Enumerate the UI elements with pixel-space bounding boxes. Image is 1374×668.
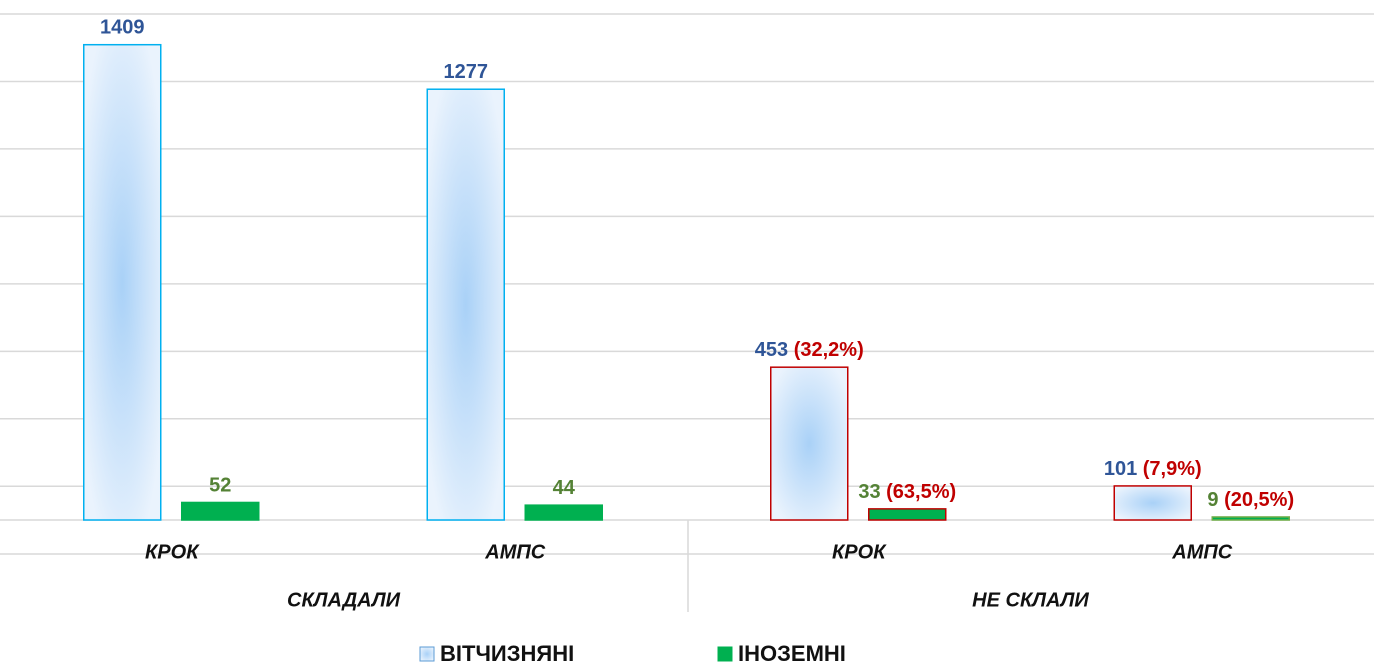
- x-tick-label: КРОК: [145, 541, 200, 563]
- bar: [426, 88, 505, 521]
- legend-label: ВІТЧИЗНЯНІ: [440, 641, 574, 666]
- value-label: 101: [1104, 458, 1137, 480]
- x-tick-label: КРОК: [832, 541, 887, 563]
- share-label: (7,9%): [1137, 458, 1201, 480]
- share-label: (20,5%): [1219, 489, 1295, 511]
- bar: [868, 508, 947, 521]
- data-label: 1277: [444, 62, 489, 84]
- share-label: (32,2%): [788, 339, 864, 361]
- x-tick-label: АМПС: [1171, 541, 1232, 563]
- bar: [83, 43, 162, 521]
- data-label: 101 (7,9%): [1104, 458, 1202, 480]
- legend-label: ІНОЗЕМНІ: [738, 641, 846, 666]
- group-label: СКЛАДАЛИ: [287, 589, 401, 611]
- share-label: (63,5%): [881, 481, 957, 503]
- data-label: 52: [209, 475, 231, 497]
- x-tick-label: АМПС: [484, 541, 545, 563]
- bar: [181, 501, 260, 521]
- value-label: 33: [858, 481, 880, 503]
- bar: [770, 366, 849, 521]
- legend-swatch: [419, 646, 435, 662]
- data-label: 9 (20,5%): [1207, 489, 1294, 511]
- value-label: 44: [553, 477, 576, 499]
- value-label: 1277: [444, 62, 489, 84]
- value-label: 453: [755, 339, 788, 361]
- value-label: 9: [1207, 489, 1218, 511]
- data-label: 44: [553, 477, 576, 499]
- group-label: НЕ СКЛАЛИ: [972, 589, 1089, 611]
- data-label: 1409: [100, 17, 145, 39]
- bar: [1113, 485, 1192, 521]
- bar: [1211, 516, 1290, 521]
- legend-swatch: [717, 646, 733, 662]
- value-label: 1409: [100, 17, 145, 39]
- bar: [524, 504, 603, 521]
- value-label: 52: [209, 475, 231, 497]
- data-label: 453 (32,2%): [755, 339, 864, 361]
- data-label: 33 (63,5%): [858, 481, 956, 503]
